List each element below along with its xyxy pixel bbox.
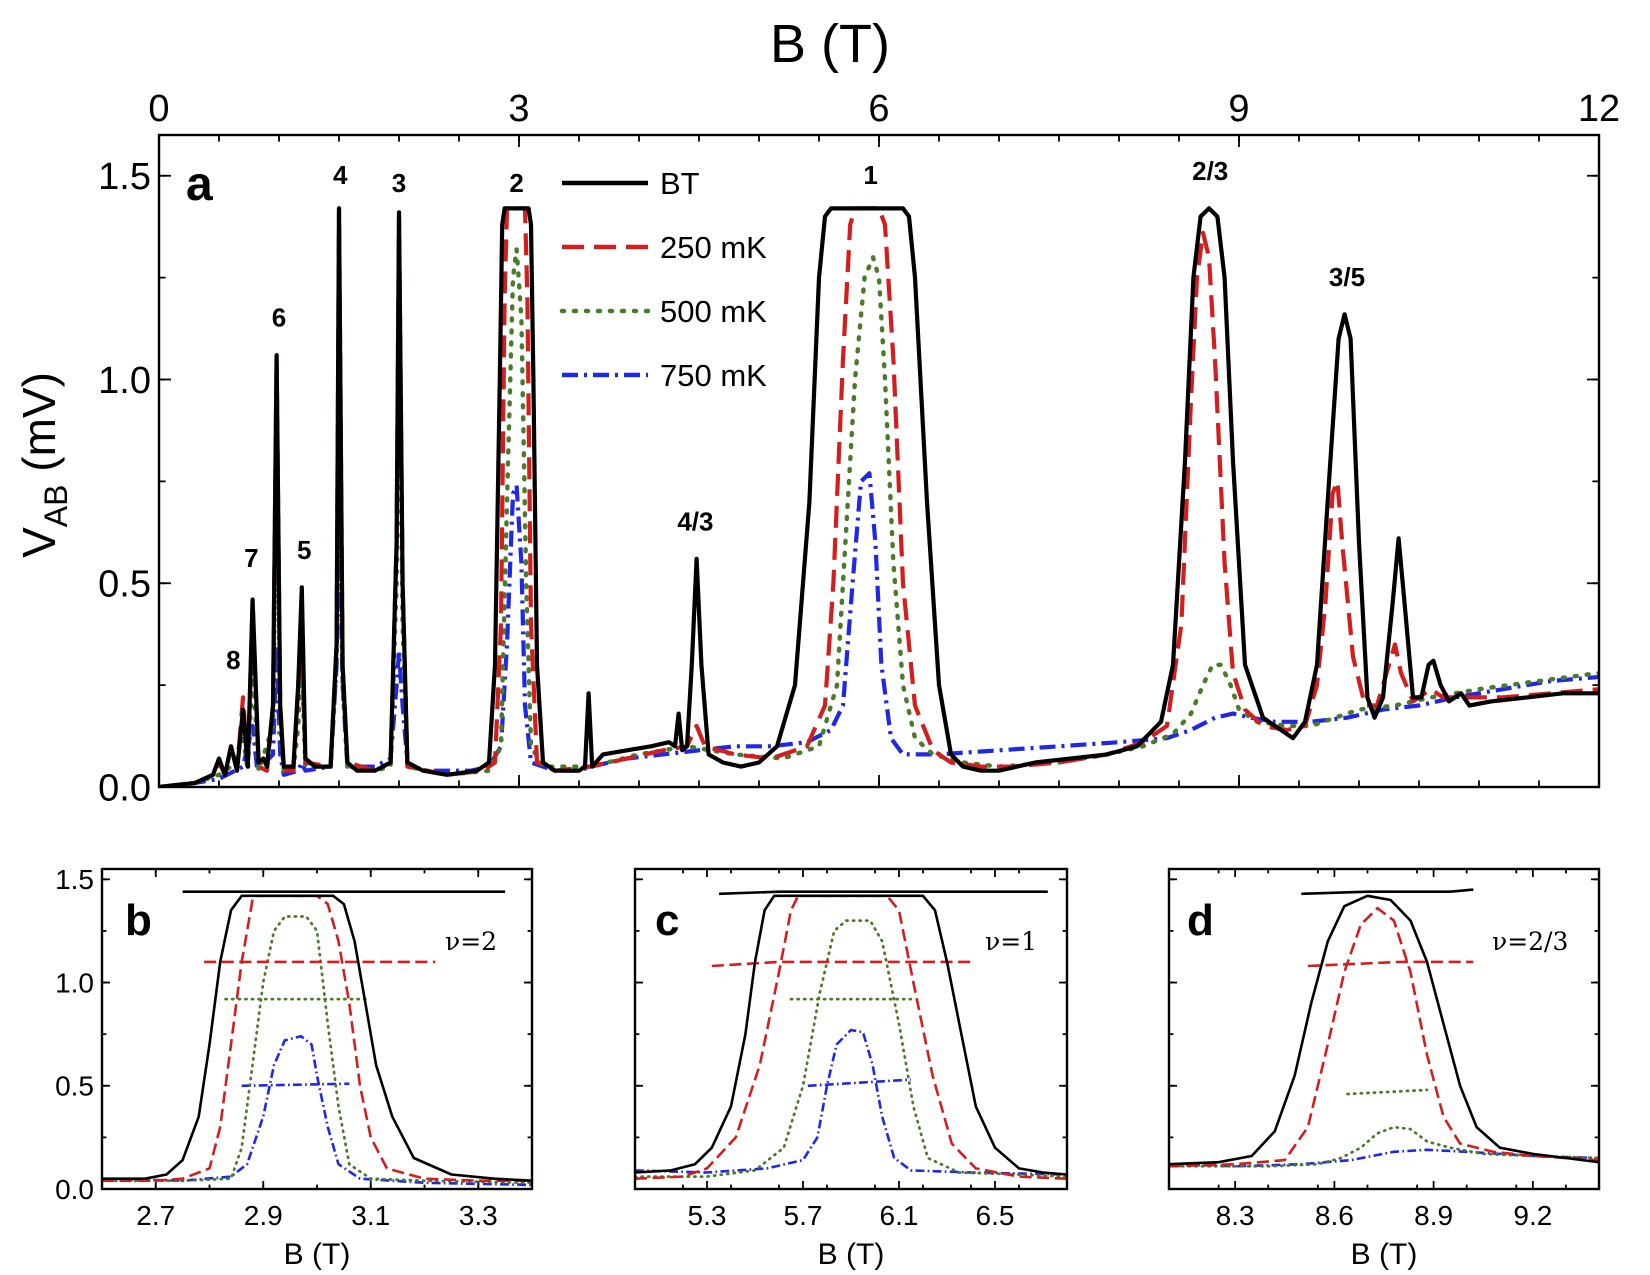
- x-tick-label: 2.9: [244, 1200, 283, 1231]
- legend-label-m500: 500 mK: [660, 294, 767, 329]
- legend: BT 250 mK 500 mK 750 mK: [559, 166, 767, 393]
- legend-label-m750: 750 mK: [660, 358, 767, 393]
- panel-c: 5.3 5.7 6.1 6.5 c ν=1 B (T): [633, 867, 1069, 1271]
- series-line-m750: [102, 1034, 532, 1187]
- series-line-m750: [635, 1028, 1067, 1176]
- panel-d: 8.3 8.6 8.9 9.2 d ν=2/3 B (T): [1167, 867, 1601, 1271]
- peak-label: 8: [226, 645, 240, 675]
- series-line-m500: [635, 919, 1067, 1178]
- x-tick-label: 0: [148, 88, 169, 130]
- y-tick-label: 1.0: [55, 967, 94, 998]
- series-line-bt: [635, 894, 1067, 1176]
- series-line-m500: [1169, 1125, 1599, 1168]
- x-tick-label: 3: [508, 88, 529, 130]
- series-line-bt: [1301, 888, 1474, 896]
- panel-c-xlabel: B (T): [818, 1238, 885, 1271]
- x-tick-label: 5.7: [784, 1200, 823, 1231]
- panel-letter-c: c: [655, 896, 679, 945]
- peak-label: 4: [333, 160, 348, 190]
- peak-label: 1: [863, 160, 877, 190]
- y-tick-label: 0.0: [55, 1174, 94, 1205]
- series-line-m250: [1307, 960, 1474, 968]
- legend-label-bt: BT: [660, 166, 700, 201]
- legend-label-m250: 250 mK: [660, 230, 767, 265]
- panel-c-frame: [633, 867, 1069, 1191]
- series-line-m500: [102, 915, 532, 1185]
- x-tick-label: 12: [1578, 88, 1620, 130]
- series-line-m750: [159, 471, 1599, 787]
- peak-label: 2: [509, 168, 523, 198]
- panel-b-nu-label: ν=2: [445, 927, 497, 956]
- series-line-bt: [159, 206, 1599, 787]
- x-tick-label: 6.5: [976, 1200, 1015, 1231]
- peak-label: 7: [244, 543, 258, 573]
- panel-b-xlabel: B (T): [284, 1238, 351, 1271]
- peak-label: 3/5: [1329, 262, 1365, 292]
- y-tick-label: 0.5: [55, 1071, 94, 1102]
- panel-letter-d: d: [1187, 896, 1214, 945]
- series-line-m750: [241, 1082, 350, 1088]
- series-line-bt: [718, 890, 1048, 896]
- panel-b-frame: [100, 867, 534, 1191]
- series-line-m750: [807, 1078, 912, 1088]
- x-tick-label: 6.1: [880, 1200, 919, 1231]
- panel-d-frame: [1167, 867, 1601, 1191]
- peak-label: 2/3: [1192, 156, 1228, 186]
- series-line-m500: [1346, 1088, 1429, 1096]
- panel-c-nu-label: ν=1: [985, 927, 1037, 956]
- series-line-m250: [711, 960, 971, 968]
- x-tick-label: 9.2: [1513, 1200, 1552, 1231]
- panel-a-frame: [157, 133, 1601, 789]
- peak-label: 4/3: [677, 506, 713, 536]
- y-tick-label: 1.5: [55, 864, 94, 895]
- panel-letter-a: a: [186, 158, 213, 211]
- panel-d-nu-label: ν=2/3: [1492, 927, 1568, 956]
- y-tick-label: 1.5: [98, 156, 151, 198]
- y-tick-label: 1.0: [98, 360, 151, 402]
- panel-d-xlabel: B (T): [1351, 1238, 1418, 1271]
- series-line-bt: [102, 894, 532, 1182]
- x-tick-label: 9: [1228, 88, 1249, 130]
- x-tick-label: 8.3: [1216, 1200, 1255, 1231]
- series-line-m500: [159, 246, 1599, 787]
- panel-a-top-xlabel: B (T): [770, 14, 890, 74]
- x-tick-label: 3.1: [351, 1200, 390, 1231]
- peak-label: 3: [392, 168, 406, 198]
- x-tick-label: 6: [868, 88, 889, 130]
- peak-label: 6: [272, 303, 286, 333]
- panel-a: B (T) VAB (mV) 0 3 6 9 120.00.51.01.5 a 8765…: [13, 14, 1620, 809]
- y-tick-label: 0.5: [98, 564, 151, 606]
- panel-letter-b: b: [125, 896, 152, 945]
- y-tick-label: 0.0: [98, 767, 151, 809]
- x-tick-label: 2.7: [136, 1200, 175, 1231]
- x-tick-label: 5.3: [688, 1200, 727, 1231]
- peak-label: 5: [297, 535, 311, 565]
- panel-a-ylabel: VAB (mV): [13, 372, 74, 558]
- x-tick-label: 8.9: [1414, 1200, 1453, 1231]
- series-line-m250: [1169, 906, 1599, 1168]
- series-line-bt: [1169, 894, 1599, 1166]
- x-tick-label: 8.6: [1315, 1200, 1354, 1231]
- x-tick-label: 3.3: [459, 1200, 498, 1231]
- panel-b: 2.7 2.9 3.1 3.3 0.0 0.5 1.0 1.5 b ν=2 B (T): [55, 864, 534, 1271]
